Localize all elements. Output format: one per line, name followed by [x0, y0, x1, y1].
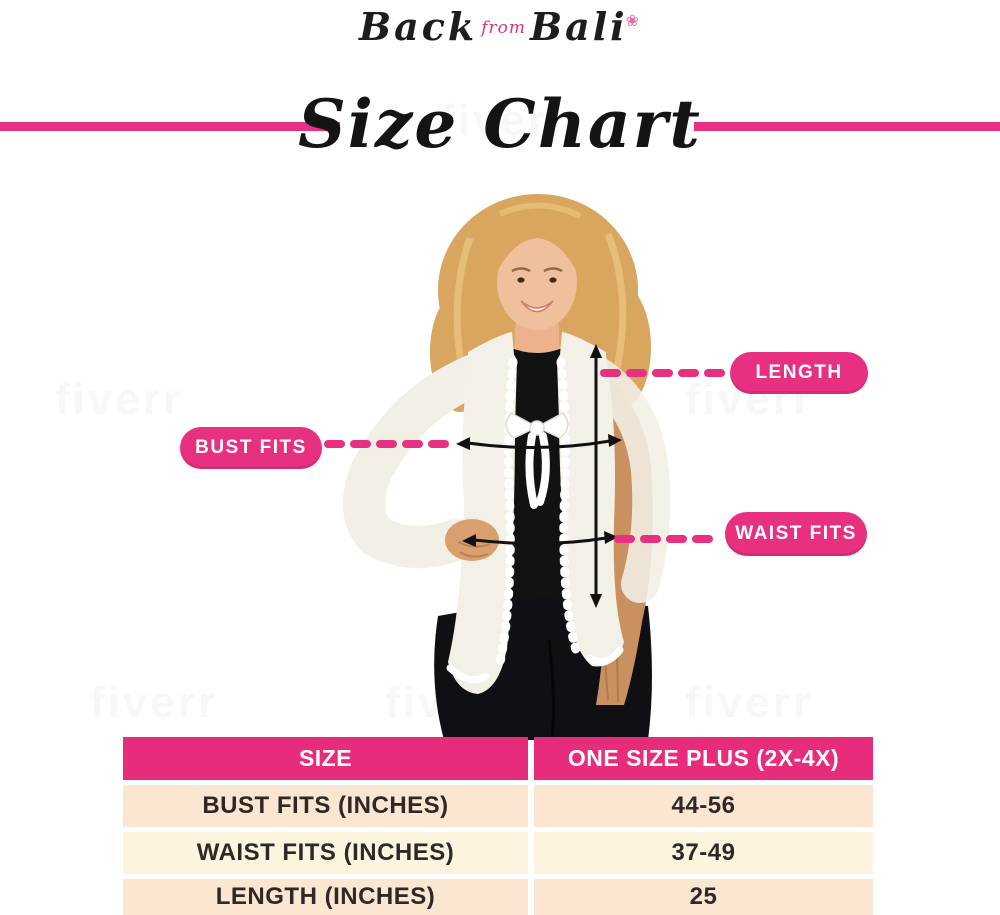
bust-arrow — [456, 434, 622, 450]
length-callout-pill: LENGTH — [730, 352, 868, 394]
brand-word-from: from — [481, 18, 526, 38]
table-header-size: SIZE — [123, 737, 528, 780]
bust-callout-pill: BUST FITS — [180, 427, 322, 469]
brand-word-bali: Bali — [529, 4, 628, 49]
table-header-one-size-plus: ONE SIZE PLUS (2X-4X) — [534, 737, 873, 780]
model-figure — [342, 194, 671, 741]
title-divider-bar-left — [0, 122, 340, 131]
waist-callout-pill: WAIST FITS — [725, 512, 867, 556]
brand-logo: Back from Bali❀ — [0, 4, 1000, 49]
table-cell-bust-value: 44-56 — [534, 785, 873, 827]
page-title: Size Chart — [298, 85, 702, 163]
table-cell-length-value: 25 — [534, 879, 873, 915]
table-cell-waist-value: 37-49 — [534, 832, 873, 874]
brand-word-back: Back — [358, 4, 478, 49]
length-arrow — [590, 344, 602, 608]
flower-icon: ❀ — [625, 10, 640, 30]
table-cell-length-label: LENGTH (INCHES) — [123, 879, 528, 915]
table-cell-bust-label: BUST FITS (INCHES) — [123, 785, 528, 827]
waist-arrow — [462, 531, 618, 547]
size-table: SIZE ONE SIZE PLUS (2X-4X) BUST FITS (IN… — [123, 737, 873, 915]
table-cell-waist-label: WAIST FITS (INCHES) — [123, 832, 528, 874]
title-divider-bar-right — [694, 122, 1000, 131]
